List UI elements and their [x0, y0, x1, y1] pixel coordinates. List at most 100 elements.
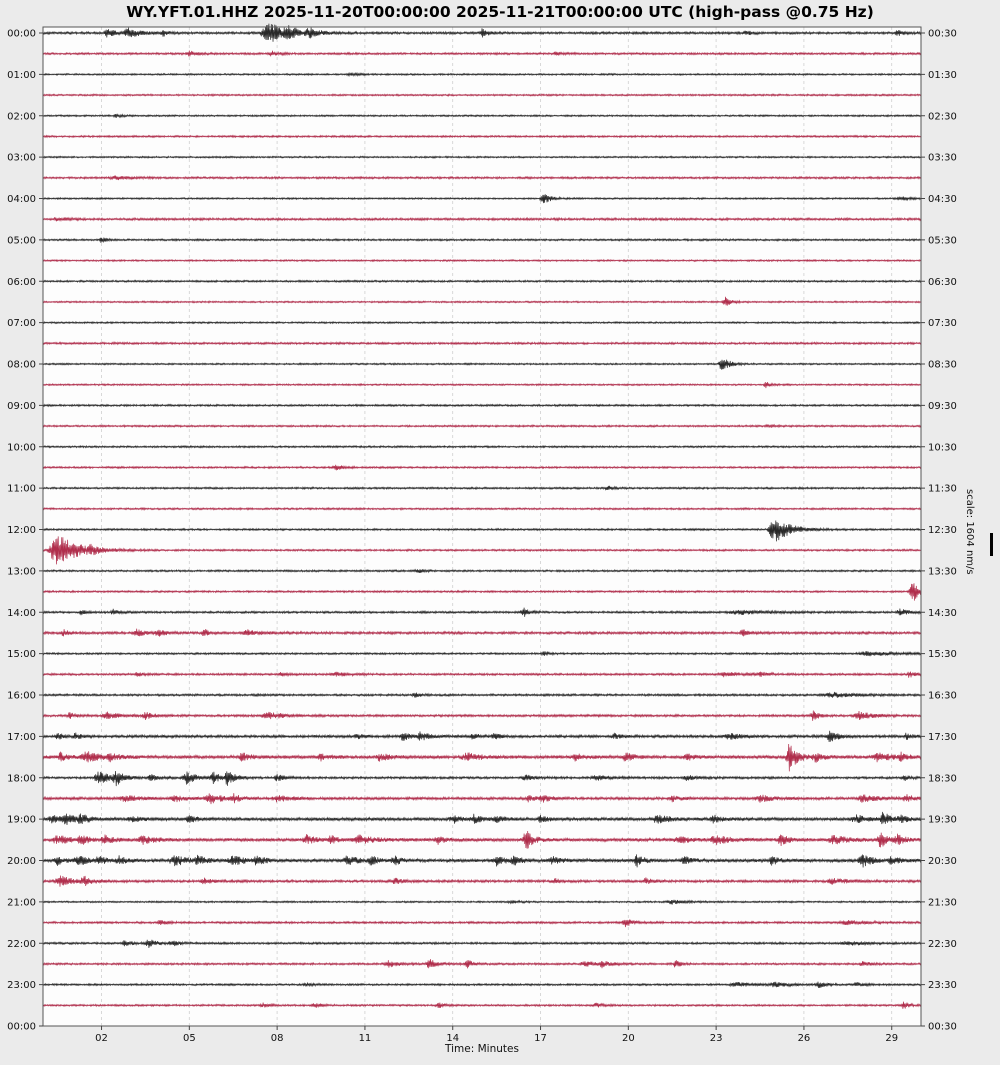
trace-row — [42, 830, 922, 849]
y-axis-label-right: 22:30 — [928, 939, 957, 950]
plot-frame — [42, 26, 922, 1027]
trace-row — [42, 981, 922, 988]
y-axis-label-right: 17:30 — [928, 732, 957, 743]
trace-row — [42, 359, 922, 370]
y-axis-label-right: 00:30 — [928, 29, 957, 40]
trace-row — [42, 175, 922, 181]
trace-row — [42, 320, 922, 325]
x-axis-tick-label: 11 — [359, 1033, 372, 1044]
y-axis-label-left: 14:00 — [7, 608, 36, 619]
trace-row — [42, 770, 922, 787]
chart-title: WY.YFT.01.HHZ 2025-11-20T00:00:00 2025-1… — [126, 3, 874, 21]
x-axis-tick-label: 23 — [710, 1033, 723, 1044]
y-axis-label-left: 16:00 — [7, 691, 36, 702]
trace-row — [42, 113, 922, 119]
y-axis-label-right: 01:30 — [928, 70, 957, 81]
y-axis-label-left: 12:00 — [7, 525, 36, 536]
scale-bar — [990, 533, 993, 556]
y-axis-label-left: 08:00 — [7, 360, 36, 371]
trace-row — [42, 194, 922, 204]
trace-row — [42, 50, 922, 57]
trace-row — [42, 296, 922, 306]
trace-row — [42, 568, 922, 574]
y-axis-label-left: 02:00 — [7, 111, 36, 122]
y-axis-label-right: 09:30 — [928, 401, 957, 412]
y-axis-label-right: 10:30 — [928, 442, 957, 453]
y-axis-label-left: 00:00 — [7, 1022, 36, 1033]
y-axis-label-right: 12:30 — [928, 525, 957, 536]
y-axis-label-right: 08:30 — [928, 360, 957, 371]
trace-row — [42, 743, 922, 772]
trace-row — [42, 691, 922, 698]
y-axis-label-left: 13:00 — [7, 566, 36, 577]
trace-row — [42, 23, 922, 42]
trace-row — [42, 279, 922, 284]
x-axis-tick-label: 29 — [885, 1033, 898, 1044]
y-axis-label-left: 06:00 — [7, 277, 36, 288]
y-axis-label-right: 03:30 — [928, 153, 957, 164]
trace-row — [42, 875, 922, 887]
y-axis-label-left: 15:00 — [7, 649, 36, 660]
y-axis-label-left: 22:00 — [7, 939, 36, 950]
y-axis-label-right: 23:30 — [928, 980, 957, 991]
trace-row — [42, 520, 922, 542]
trace-row — [42, 71, 922, 78]
trace-row — [42, 403, 922, 408]
y-axis-label-right: 19:30 — [928, 815, 957, 826]
y-axis-label-right: 05:30 — [928, 235, 957, 246]
trace-row — [42, 628, 922, 637]
trace-row — [42, 899, 922, 905]
trace-row — [42, 607, 922, 617]
y-axis-label-right: 18:30 — [928, 773, 957, 784]
y-axis-label-left: 04:00 — [7, 194, 36, 205]
y-axis-label-left: 23:00 — [7, 980, 36, 991]
trace-row — [42, 671, 922, 678]
y-axis-label-left: 21:00 — [7, 897, 36, 908]
x-axis-tick-label: 05 — [183, 1033, 196, 1044]
y-axis-label-left: 10:00 — [7, 442, 36, 453]
y-axis-label-right: 15:30 — [928, 649, 957, 660]
y-axis-label-right: 14:30 — [928, 608, 957, 619]
trace-row — [42, 423, 922, 429]
scale-label: scale: 1604 nm/s — [964, 489, 975, 575]
y-axis-label-left: 07:00 — [7, 318, 36, 329]
x-axis-label: Time: Minutes — [445, 1043, 519, 1055]
y-axis-label-right: 00:30 — [928, 1022, 957, 1033]
y-axis-label-right: 13:30 — [928, 566, 957, 577]
y-axis-label-right: 20:30 — [928, 856, 957, 867]
y-axis-label-left: 19:00 — [7, 815, 36, 826]
y-axis-label-right: 06:30 — [928, 277, 957, 288]
trace-row — [42, 583, 922, 601]
trace-row — [42, 216, 922, 222]
trace-row — [42, 919, 922, 928]
y-axis-label-right: 02:30 — [928, 111, 957, 122]
trace-row — [42, 536, 922, 565]
y-axis-label-left: 05:00 — [7, 235, 36, 246]
trace-row — [42, 730, 922, 743]
trace-row — [42, 506, 922, 511]
x-axis-tick-label: 14 — [446, 1033, 459, 1044]
trace-row — [42, 793, 922, 805]
y-axis-label-right: 16:30 — [928, 691, 957, 702]
trace-row — [42, 485, 922, 491]
trace-row — [42, 811, 922, 826]
trace-row — [42, 341, 922, 346]
y-axis-label-right: 04:30 — [928, 194, 957, 205]
trace-row — [42, 258, 922, 263]
trace-row — [42, 134, 922, 139]
trace-row — [42, 381, 922, 389]
trace-row — [42, 710, 922, 721]
trace-row — [42, 1001, 922, 1009]
y-axis-label-left: 01:00 — [7, 70, 36, 81]
x-axis-tick-label: 08 — [271, 1033, 284, 1044]
y-axis-label-right: 07:30 — [928, 318, 957, 329]
y-axis-label-left: 09:00 — [7, 401, 36, 412]
trace-row — [42, 155, 922, 159]
trace-row — [42, 959, 922, 969]
trace-row — [42, 939, 922, 949]
y-axis-label-left: 11:00 — [7, 484, 36, 495]
y-axis-label-right: 11:30 — [928, 484, 957, 495]
trace-row — [42, 93, 922, 97]
